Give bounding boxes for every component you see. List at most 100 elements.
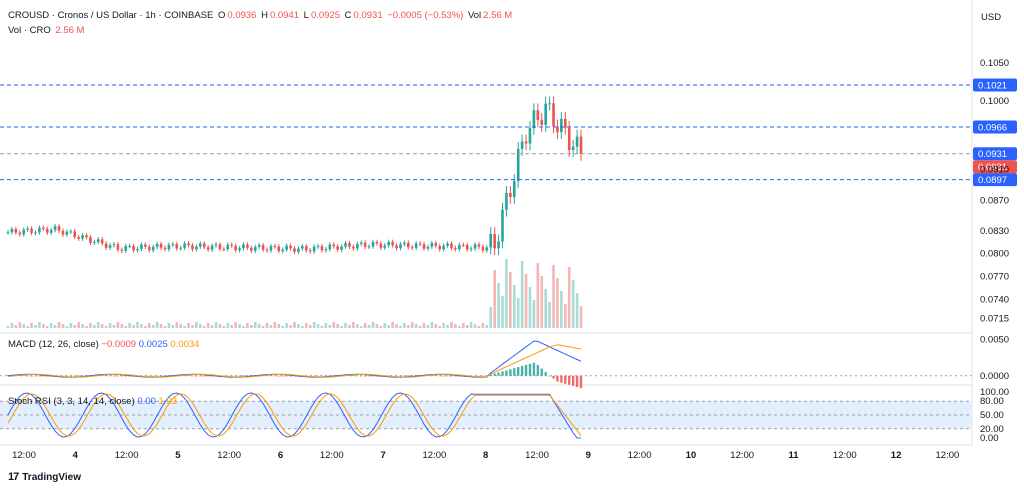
candle-body — [61, 230, 65, 235]
volume-bar — [38, 322, 41, 328]
candle-body — [461, 244, 465, 246]
volume-bar — [45, 326, 49, 328]
price-axis[interactable]: 0.1050 0.1000 0.0910 0.0870 0.0830 0.0800 0.07… — [980, 58, 1009, 325]
candle-body — [144, 244, 147, 247]
macd-hist-bar — [399, 375, 402, 377]
macd-hist-bar — [367, 375, 371, 377]
macd-hist-bar — [316, 375, 320, 377]
volume-bar — [442, 323, 445, 328]
price-tick-8: 0.0715 — [980, 314, 1009, 325]
candle-body — [477, 244, 481, 247]
macd-hist-bar — [159, 375, 163, 377]
stoch-k-value: 0.00 — [137, 396, 156, 407]
price-levels[interactable]: 0.1021 0.0966 0.0931 0.0897 0.0931 — [0, 78, 1017, 187]
volume-bar — [540, 276, 544, 328]
volume-bar — [399, 326, 402, 328]
volume-bar — [30, 323, 33, 328]
volume-bar — [469, 322, 473, 328]
volume-bar — [167, 323, 171, 328]
volume-bar — [379, 326, 383, 328]
candle-body — [564, 118, 567, 128]
volume-bar — [304, 323, 308, 328]
volume-bar — [96, 322, 100, 328]
macd-hist-bar — [42, 375, 45, 377]
volume-bar — [89, 323, 92, 328]
volume-bar — [6, 326, 10, 328]
candle-body — [218, 244, 222, 249]
candle-body — [65, 231, 69, 235]
price-level-label-0: 0.1021 — [978, 81, 1007, 92]
volume-bar — [328, 325, 332, 328]
volume-bar — [69, 323, 73, 328]
volume-bar — [579, 306, 583, 328]
candle-body — [552, 103, 555, 127]
volume-bar — [528, 287, 532, 328]
candle-body — [128, 245, 131, 247]
volume-bar — [320, 326, 324, 328]
macd-hist-bar — [520, 366, 524, 376]
candle-body — [22, 229, 25, 235]
price-tick-2: 0.0910 — [980, 165, 1009, 176]
macd-hist-bar — [293, 375, 296, 377]
volume-bar — [140, 324, 143, 328]
volume-bar — [477, 326, 481, 328]
time-tick-16: 12:00 — [833, 450, 857, 461]
macd-hist-bar — [320, 375, 324, 377]
volume-bar — [509, 272, 512, 328]
volume-bars — [6, 259, 583, 328]
time-tick-9: 8 — [483, 450, 488, 461]
candle-body — [485, 247, 489, 251]
time-axis[interactable]: 12:00 4 12:00 5 12:00 6 12:00 7 12:00 8 12:00 9 12:0… — [12, 450, 959, 461]
candle-body — [379, 243, 383, 248]
stoch-tick-3: 20.00 — [980, 424, 1004, 435]
macd-hist-bar — [124, 375, 127, 377]
volume-bar — [403, 323, 406, 328]
volume-bar — [438, 326, 442, 328]
volume-bar — [18, 322, 22, 328]
tradingview-logo-icon: 17 — [8, 471, 19, 483]
volume-bar — [202, 326, 206, 328]
symbol-title[interactable]: CROUSD · Cronos / US Dollar · 1h · COINB… — [8, 10, 214, 21]
volume-label[interactable]: Vol · CRO — [8, 25, 51, 36]
candle-body — [304, 246, 308, 251]
macd-hist-bar — [152, 375, 155, 377]
candle-body — [418, 243, 422, 245]
open-label: O — [218, 10, 226, 21]
candle-body — [10, 229, 14, 233]
macd-hist-bar — [199, 375, 202, 377]
volume-bar — [556, 278, 559, 328]
candle-body — [458, 244, 461, 250]
volume-bar — [10, 323, 14, 328]
candle-body — [116, 244, 120, 250]
volume-bar — [359, 326, 363, 328]
candle-body — [253, 247, 257, 251]
candle-body — [403, 242, 406, 245]
candle-body — [246, 244, 249, 248]
currency-label[interactable]: USD — [981, 12, 1002, 23]
macd-title[interactable]: MACD (12, 26, close) — [8, 339, 99, 350]
candle-body — [140, 244, 143, 249]
time-tick-14: 12:00 — [730, 450, 754, 461]
candle-body — [14, 229, 18, 233]
macd-hist-bar — [34, 375, 37, 377]
volume-bar — [430, 322, 434, 328]
macd-hist-bar — [226, 375, 229, 377]
price-level-tag-3 — [973, 173, 1017, 187]
time-tick-13: 10 — [686, 450, 697, 461]
candle-body — [391, 241, 394, 246]
tradingview-brand[interactable]: 17 TradingView — [8, 471, 81, 483]
macd-hist-bar — [81, 375, 84, 376]
candle-body — [422, 244, 426, 249]
macd-hist-bar — [552, 375, 555, 379]
candle-body — [434, 243, 438, 246]
macd-hist-bar — [363, 375, 367, 377]
candle-body — [136, 248, 139, 251]
macd-hist-bar — [187, 375, 190, 376]
macd-hist-bar — [450, 375, 453, 377]
stoch-title[interactable]: Stoch RSI (3, 3, 14, 14, close) — [8, 396, 135, 407]
volume-bar — [316, 324, 320, 328]
macd-pane: 0.0050 0.0000 — [0, 335, 1009, 389]
volume-bar — [493, 270, 496, 328]
macd-hist-bar — [69, 375, 72, 377]
